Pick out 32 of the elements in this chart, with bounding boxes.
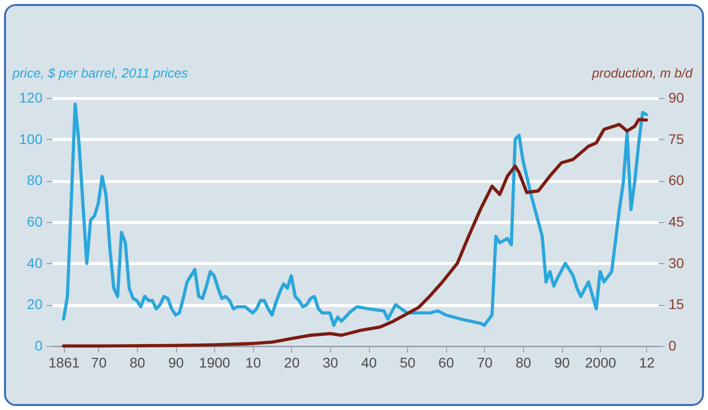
- x-tick-label: 10: [245, 354, 262, 370]
- y2-tick-label: 75: [668, 130, 684, 147]
- x-tick-label: 50: [400, 354, 416, 370]
- y-tick-label: 0: [34, 338, 43, 354]
- y2-tick-label: 0: [668, 338, 676, 354]
- x-tick-label: 60: [438, 354, 454, 370]
- x-tick-label: 20: [284, 354, 300, 370]
- y2-tick-label: 60: [668, 172, 684, 188]
- x-tick-label: 70: [91, 354, 107, 370]
- x-tick-label: 1900: [199, 354, 230, 370]
- y-tick-label: 20: [26, 296, 43, 312]
- y-tick-label: 60: [26, 214, 43, 230]
- x-tick-label: 1861: [48, 354, 80, 370]
- y-tick-label: 100: [19, 130, 43, 147]
- x-tick-label: 90: [554, 354, 570, 370]
- x-tick-label: 80: [130, 354, 146, 370]
- y2-tick-label: 30: [668, 254, 684, 271]
- x-tick-label: 40: [361, 354, 378, 370]
- y2-axis-title: production, m b/d: [591, 66, 694, 80]
- x-tick-label: 80: [516, 354, 532, 370]
- y2-tick-label: 15: [668, 296, 684, 312]
- y-tick-label: 120: [19, 90, 43, 106]
- y-tick-label: 80: [26, 172, 43, 188]
- x-tick-label: 30: [322, 354, 338, 370]
- y-axis-title: price, $ per barrel, 2011 prices: [12, 66, 188, 80]
- y2-tick-label: 45: [668, 214, 684, 230]
- x-tick-label: 90: [168, 354, 184, 370]
- y-tick-label: 40: [26, 254, 43, 271]
- x-tick-label: 12: [639, 354, 655, 370]
- x-tick-label: 70: [477, 354, 493, 370]
- y2-tick-label: 90: [668, 90, 684, 106]
- x-tick-label: 2000: [585, 354, 616, 370]
